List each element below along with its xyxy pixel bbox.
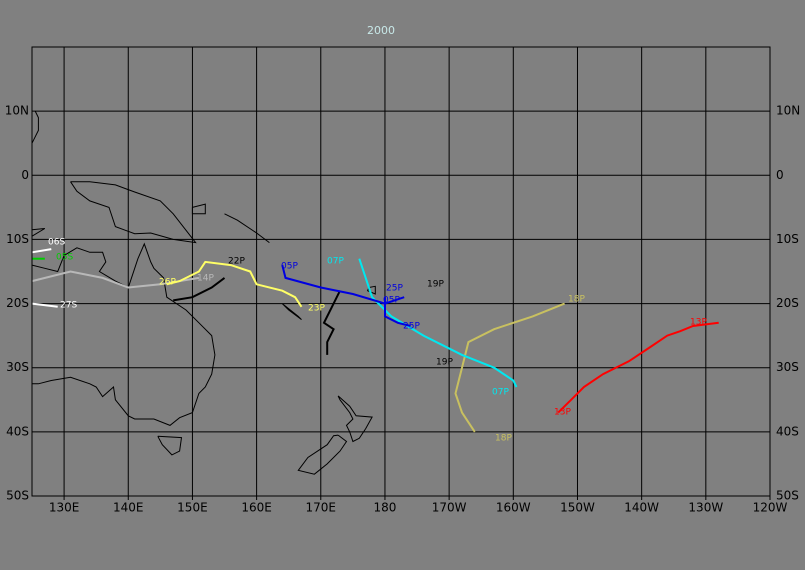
storm-track xyxy=(322,290,341,355)
lat-label-right: 50S xyxy=(776,489,799,503)
coastline xyxy=(366,285,376,295)
lon-label: 130E xyxy=(49,501,80,515)
lon-label: 140E xyxy=(113,501,144,515)
lat-label-right: 10S xyxy=(776,232,799,246)
storm-track xyxy=(31,302,58,308)
lat-label-right: 20S xyxy=(776,296,799,310)
lon-label: 160W xyxy=(496,501,531,515)
lon-label: 160E xyxy=(241,501,272,515)
storm-label: 05S xyxy=(56,253,73,263)
map-frame xyxy=(31,46,771,497)
lat-label-right: 30S xyxy=(776,360,799,374)
lat-label-left: 10N xyxy=(5,104,29,118)
storm-track xyxy=(31,270,200,289)
storm-label: 26P xyxy=(159,278,176,288)
coastline xyxy=(297,434,348,475)
storm-label: 05P xyxy=(383,296,400,306)
storm-label: 06S xyxy=(48,238,65,248)
lon-label: 170E xyxy=(306,501,337,515)
lon-label: 180 xyxy=(374,501,397,515)
storm-label: 19P xyxy=(427,280,444,290)
storm-label: 19P xyxy=(436,358,453,368)
storm-track xyxy=(173,277,226,302)
storm-track xyxy=(557,321,719,414)
lat-label-left: 20S xyxy=(6,296,29,310)
storm-label: 25P xyxy=(403,322,420,332)
coastline xyxy=(337,395,373,443)
lat-label-right: 40S xyxy=(776,424,799,438)
tracks xyxy=(31,248,719,433)
coastline xyxy=(31,110,39,144)
storm-label: 25P xyxy=(386,284,403,294)
storm-label: 14P xyxy=(197,274,214,284)
storm-label: 23P xyxy=(308,304,325,314)
storm-track xyxy=(31,248,52,254)
storm-label: 13P xyxy=(554,408,571,418)
storm-label: 18P xyxy=(568,295,585,305)
lon-label: 130W xyxy=(688,501,723,515)
storm-track xyxy=(281,264,405,305)
storm-label: 07P xyxy=(327,257,344,267)
storm-label: 18P xyxy=(495,434,512,444)
lat-label-left: 10S xyxy=(6,232,29,246)
coastline xyxy=(281,303,302,321)
storm-label: 13P xyxy=(690,318,707,328)
lat-label-left: 0 xyxy=(21,168,29,182)
coastline xyxy=(224,213,270,244)
storm-track xyxy=(384,297,411,327)
lon-label: 120W xyxy=(753,501,788,515)
coastline xyxy=(31,228,46,237)
lat-label-left: 30S xyxy=(6,360,29,374)
coastline xyxy=(31,242,216,426)
lat-label-right: 0 xyxy=(776,168,784,182)
coastlines xyxy=(31,110,376,475)
storm-label: 22P xyxy=(228,257,245,267)
storm-track xyxy=(358,258,518,388)
coastline xyxy=(157,435,183,456)
lon-label: 150W xyxy=(560,501,595,515)
lon-label: 140W xyxy=(624,501,659,515)
lat-label-left: 40S xyxy=(6,424,29,438)
storm-label: 05P xyxy=(281,262,298,272)
lon-label: 170W xyxy=(432,501,467,515)
storm-track xyxy=(166,260,303,308)
map-title: 2000 xyxy=(367,24,395,37)
lon-label: 150E xyxy=(177,501,208,515)
labels: 130E 140E 150E 160E 170E 180 170W 160W 150W 140W 1… xyxy=(5,104,801,515)
lat-label-right: 10N xyxy=(776,104,800,118)
storm-label: 07P xyxy=(492,388,509,398)
storm-track xyxy=(454,302,565,433)
lat-label-left: 50S xyxy=(6,489,29,503)
storm-label: 27S xyxy=(60,301,77,311)
